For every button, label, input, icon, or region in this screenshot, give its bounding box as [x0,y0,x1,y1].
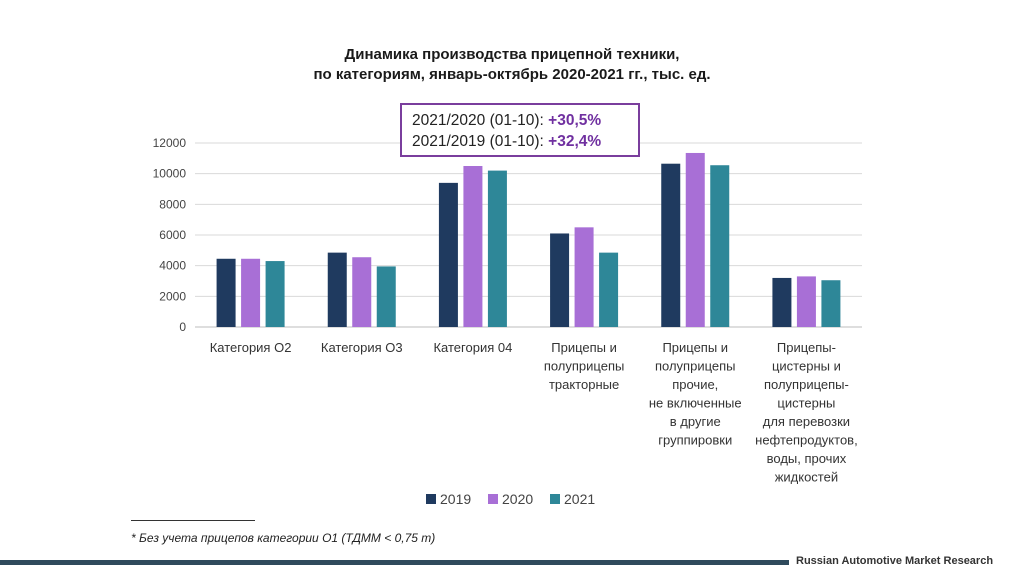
category-label: для перевозки [763,414,850,429]
bar-2020-3 [574,227,594,327]
category-label: Категория 04 [433,340,512,355]
legend-swatch-2021 [550,494,560,504]
callout-value-2: +32,4% [548,133,602,150]
bar-2019-1 [327,252,347,327]
brand-label: Russian Automotive Market Research [796,555,994,567]
category-label: полуприцепы [655,359,736,374]
footnote-divider [131,520,255,521]
category-label: тракторные [549,377,619,392]
chart-title: Динамика производства прицепной техники,… [313,46,710,83]
bar-2021-4 [710,165,730,327]
chart-title-line: Динамика производства прицепной техники, [345,46,680,63]
category-label: цистерны и [772,359,841,374]
bar-2021-0 [265,261,285,327]
bar-2019-3 [550,233,570,327]
bar-2021-5 [821,280,841,327]
category-label: Категория О2 [210,340,292,355]
bar-2021-1 [376,266,396,327]
callout-label-2: 2021/2019 (01-10): [412,133,549,150]
category-label: группировки [658,433,732,448]
category-label: нефтепродуктов, [755,433,858,448]
category-label: воды, прочих [767,451,847,466]
legend-swatch-2019 [426,494,436,504]
bar-2019-5 [772,277,792,327]
callout-line-2: 2021/2019 (01-10): +32,4% [412,131,638,152]
bar-2020-1 [352,257,372,327]
legend-label-2019: 2019 [440,491,471,507]
category-label: полуприцепы [544,359,625,374]
callout-line-1: 2021/2020 (01-10): +30,5% [412,110,638,131]
category-label: Прицепы- [777,340,836,355]
y-axis-ticks: 0 2000 4000 6000 8000 10000 12000 [153,136,187,334]
bars [216,152,841,327]
category-label: Прицепы и [662,340,728,355]
y-tick-label: 10000 [153,167,187,181]
category-label: цистерны [777,396,835,411]
y-tick-label: 6000 [159,228,186,242]
bar-2021-2 [487,170,507,327]
callout-label-1: 2021/2020 (01-10): [412,112,549,129]
bar-2019-0 [216,258,236,327]
y-tick-label: 2000 [159,289,186,303]
category-label: Категория О3 [321,340,403,355]
legend: 2019 2020 2021 [426,491,595,507]
bar-2020-2 [463,166,483,327]
gridlines [195,142,862,328]
bar-2021-3 [599,252,619,327]
bottom-bar [0,560,789,565]
y-tick-label: 4000 [159,259,186,273]
bar-2020-5 [796,276,816,327]
category-label: полуприцепы- [764,377,849,392]
bar-2020-0 [241,258,261,327]
legend-label-2020: 2020 [502,491,533,507]
x-axis-categories: Категория О2 Категория О3 Категория 04 Приц… [210,340,858,485]
category-label: Прицепы и [551,340,617,355]
growth-callout: 2021/2020 (01-10): +30,5% 2021/2019 (01-… [400,103,640,157]
y-tick-label: 0 [179,320,186,334]
bar-2019-2 [438,182,458,327]
legend-label-2021: 2021 [564,491,595,507]
y-tick-label: 12000 [153,136,187,150]
chart-title-line: по категориям, январь-октябрь 2020-2021 … [313,66,710,83]
footnote: * Без учета прицепов категории О1 (ТДММ … [131,531,436,545]
category-label: в другие [670,414,721,429]
legend-swatch-2020 [488,494,498,504]
bar-2020-4 [685,152,705,327]
category-label: прочие, [672,377,718,392]
y-tick-label: 8000 [159,197,186,211]
bar-2019-4 [661,163,681,327]
callout-value-1: +30,5% [548,112,602,129]
category-label: жидкостей [775,470,838,485]
category-label: не включенные [649,396,742,411]
